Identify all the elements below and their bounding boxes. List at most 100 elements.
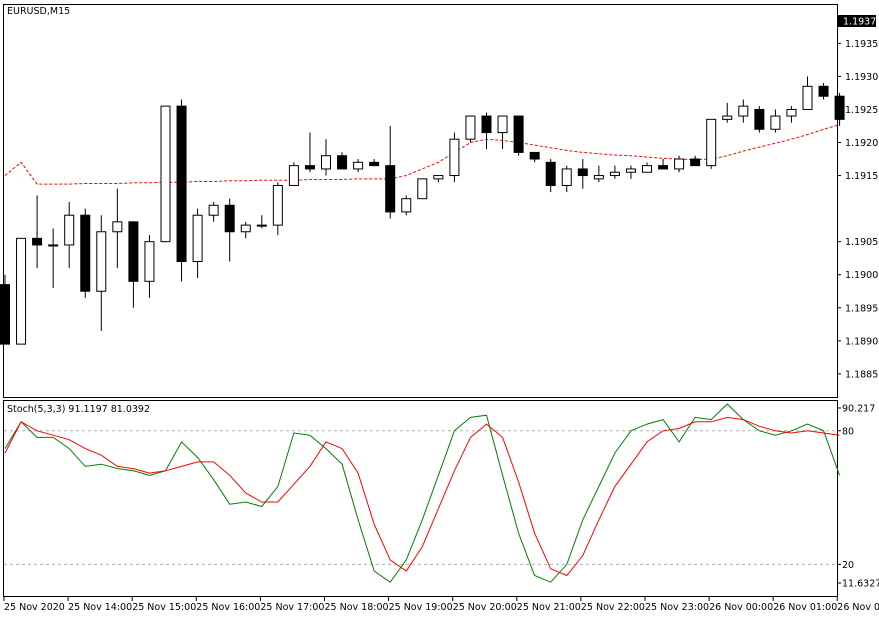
candle: [32, 195, 43, 269]
candle: [642, 162, 652, 173]
bear-candle-body: [834, 95, 845, 120]
candle: [529, 151, 540, 163]
bull-candle-body: [674, 158, 685, 170]
bear-candle-body: [369, 161, 380, 167]
candle: [144, 235, 155, 298]
bull-candle-body: [642, 165, 652, 173]
candle: [304, 132, 315, 173]
stoch-tick-label: 11.6327: [842, 579, 879, 590]
candle: [0, 274, 10, 345]
bull-candle-body: [401, 198, 412, 213]
bear-candle-body: [818, 85, 829, 97]
symbol-title: EURUSD,M15: [7, 6, 70, 17]
current-price-label: 1.1937: [843, 17, 876, 28]
bull-candle-body: [465, 115, 476, 140]
candle: [834, 92, 845, 126]
candle: [690, 155, 701, 167]
time-tick-label: 25 Nov 17:00: [260, 602, 324, 613]
bull-candle-body: [497, 115, 508, 134]
candle: [593, 165, 604, 183]
time-tick-label: 25 Nov 16:00: [196, 602, 260, 613]
bull-candle-body: [64, 214, 75, 246]
price-tick-label: 1.1915: [845, 171, 878, 182]
bull-candle-body: [417, 178, 428, 200]
time-tick-label: 26 Nov 02: [837, 602, 879, 613]
bear-candle-body: [577, 168, 588, 177]
indicator-panel-frame: [3, 400, 838, 597]
time-tick-label: 25 Nov 2020: [4, 602, 65, 613]
candle: [609, 165, 620, 179]
stoch-series-line: [4, 416, 840, 577]
candle: [272, 182, 283, 236]
bull-candle-body: [208, 204, 219, 216]
candle: [16, 237, 27, 345]
candle: [385, 125, 396, 219]
candle: [96, 215, 107, 331]
price-tick-label: 1.1900: [845, 270, 878, 281]
candle: [513, 115, 524, 156]
bull-candle-body: [256, 224, 267, 227]
candle: [321, 139, 331, 176]
price-tick-label: 1.1895: [845, 303, 878, 314]
bull-candle-body: [722, 115, 733, 120]
candle: [738, 99, 749, 123]
candle: [465, 115, 476, 143]
candle: [417, 178, 428, 200]
bear-candle-body: [529, 151, 540, 160]
candle: [401, 195, 412, 216]
price-tick-label: 1.1920: [845, 138, 878, 149]
bull-candle-body: [353, 161, 364, 170]
candle: [706, 118, 717, 169]
bear-candle-body: [690, 158, 701, 167]
candle: [64, 201, 75, 269]
candle: [481, 112, 492, 150]
bull-candle-body: [48, 244, 59, 247]
bear-candle-body: [128, 221, 139, 282]
price-tick-label: 1.1905: [845, 237, 878, 248]
current-price-box: [838, 15, 876, 27]
time-tick-label: 26 Nov 00:00: [709, 602, 773, 613]
candle: [658, 159, 669, 170]
bear-candle-body: [0, 284, 10, 345]
stoch-y-axis: 90.217 80 20 11.6327: [837, 404, 879, 590]
bull-candle-body: [738, 105, 749, 117]
bear-candle-body: [32, 237, 43, 246]
candle: [802, 76, 813, 110]
candle: [288, 162, 299, 186]
bear-candle-body: [545, 161, 556, 186]
bull-candle-body: [609, 171, 620, 177]
moving-average-line: [4, 124, 840, 185]
candle: [770, 109, 781, 133]
bull-candle-body: [96, 231, 107, 292]
time-tick-label: 25 Nov 21:00: [517, 602, 581, 613]
candle: [240, 221, 251, 239]
candle: [545, 159, 556, 193]
bull-candle-body: [593, 175, 604, 180]
price-tick-label: 1.1885: [845, 369, 878, 380]
candle: [80, 208, 91, 298]
bull-candle-body: [449, 138, 460, 177]
bear-candle-body: [754, 108, 765, 130]
time-tick-label: 25 Nov 18:00: [325, 602, 389, 613]
candle: [754, 106, 765, 133]
bull-candle-body: [240, 224, 251, 233]
candle: [786, 106, 797, 123]
bull-candle-body: [144, 241, 155, 282]
bull-candle-body: [112, 221, 123, 233]
bear-candle-body: [224, 204, 235, 233]
bull-candle-body: [272, 184, 283, 226]
price-tick-label: 1.1890: [845, 336, 878, 347]
price-tick-label: 1.1925: [845, 105, 878, 116]
candle: [192, 208, 203, 279]
time-tick-label: 25 Nov 22:00: [581, 602, 645, 613]
candle: [112, 188, 123, 269]
bull-candle-body: [192, 214, 203, 262]
time-tick-label: 25 Nov 20:00: [453, 602, 517, 613]
time-tick-label: 25 Nov 14:00: [68, 602, 132, 613]
candle: [625, 165, 636, 179]
bear-candle-body: [337, 155, 348, 170]
bull-candle-body: [321, 155, 331, 170]
stoch-levels: [4, 430, 837, 565]
candle: [208, 201, 219, 222]
